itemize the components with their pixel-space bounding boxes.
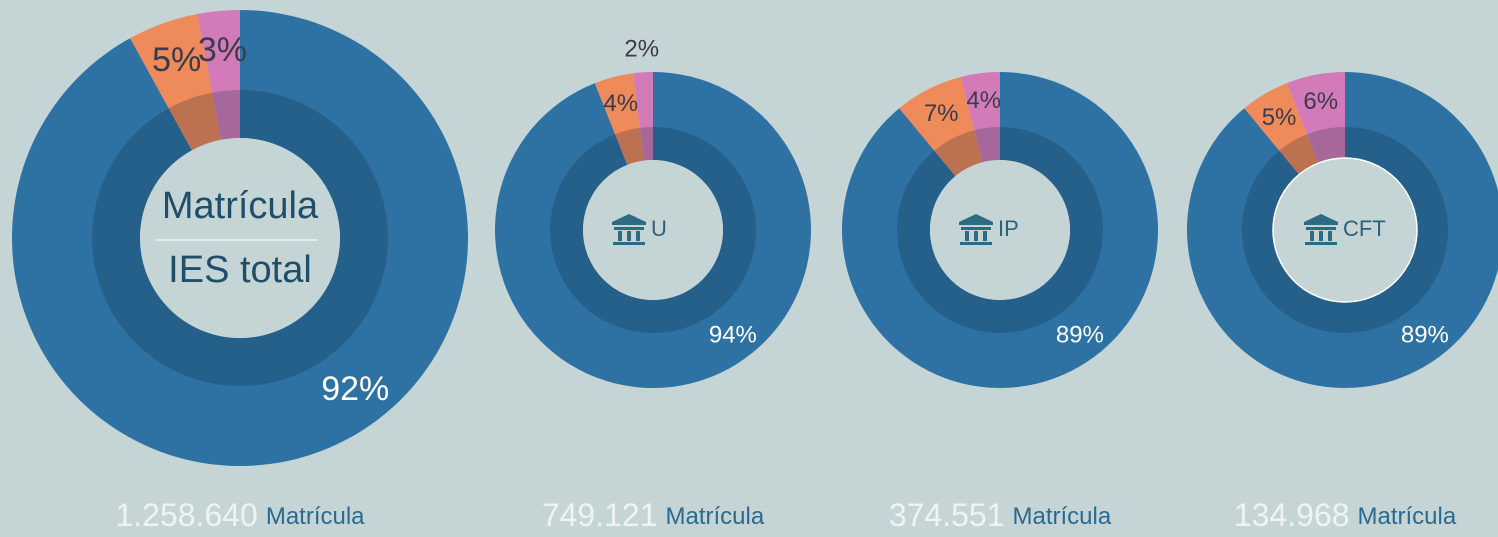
- percent-label: 5%: [152, 41, 201, 79]
- center-label: U: [651, 216, 667, 241]
- icon-column: [1328, 231, 1332, 241]
- donut-hole: [583, 160, 723, 300]
- donut-slice: [130, 14, 222, 151]
- icon-beam: [614, 227, 644, 230]
- percent-label: 92%: [321, 370, 389, 408]
- donut-slice: [594, 73, 645, 165]
- inner-ring-shade: [92, 90, 388, 386]
- icon-column: [1319, 231, 1323, 241]
- icon-column: [965, 231, 969, 241]
- center-label: IES total: [168, 249, 312, 291]
- total-line: 749.121 Matrícula: [542, 497, 765, 533]
- total-number: 1.258.640: [115, 497, 257, 533]
- icon-roof: [1304, 214, 1338, 225]
- icon-column: [983, 231, 987, 241]
- inner-ring-shade: [897, 127, 1103, 333]
- bank-icon: [612, 214, 646, 245]
- total-unit: Matrícula: [1012, 503, 1111, 530]
- total-unit: Matrícula: [266, 503, 365, 530]
- percent-label: 3%: [198, 31, 247, 69]
- center-label: CFT: [1343, 216, 1386, 241]
- total-unit: Matrícula: [665, 503, 764, 530]
- bank-icon: [959, 214, 993, 245]
- icon-column: [974, 231, 978, 241]
- icon-column: [618, 231, 622, 241]
- total-line: 374.551 Matrícula: [889, 497, 1112, 533]
- total-line: 134.968 Matrícula: [1234, 497, 1457, 533]
- donut-slice: [11, 10, 469, 466]
- donut-slice: [1286, 72, 1345, 164]
- icon-beam: [1306, 227, 1336, 230]
- inner-ring-shade: [1242, 127, 1448, 333]
- icon-column: [1310, 231, 1314, 241]
- inner-ring-shade: [550, 127, 756, 333]
- percent-label: 94%: [709, 321, 757, 348]
- icon-roof: [612, 214, 646, 225]
- percent-label: 89%: [1401, 321, 1449, 348]
- total-unit: Matrícula: [1357, 503, 1456, 530]
- donut-hole: [930, 160, 1070, 300]
- center-label: IP: [998, 216, 1019, 241]
- donut-slice: [1187, 72, 1498, 388]
- icon-column: [627, 231, 631, 241]
- percent-label: 4%: [966, 87, 1001, 114]
- donut-slice: [1244, 83, 1319, 175]
- total-number: 134.968: [1234, 497, 1350, 533]
- total-number: 749.121: [542, 497, 658, 533]
- icon-base: [1305, 242, 1337, 245]
- percent-label: 2%: [624, 36, 659, 63]
- donut-slice: [899, 76, 983, 177]
- percent-label: 89%: [1056, 321, 1104, 348]
- donut-hole: [1272, 157, 1418, 303]
- percent-label: 6%: [1303, 88, 1338, 115]
- total-number: 374.551: [889, 497, 1005, 533]
- center-label: Matrícula: [162, 185, 319, 227]
- icon-roof: [959, 214, 993, 225]
- donut-slice: [842, 72, 1158, 388]
- percent-label: 5%: [1262, 104, 1297, 131]
- percent-label: 7%: [924, 100, 959, 127]
- donut-slice: [197, 10, 240, 140]
- icon-column: [636, 231, 640, 241]
- donut-slice: [633, 72, 653, 161]
- total-line: 1.258.640 Matrícula: [115, 497, 365, 533]
- donut-slice: [960, 72, 1000, 163]
- icon-beam: [961, 227, 991, 230]
- donut-hole: [140, 138, 340, 338]
- percent-label: 4%: [603, 90, 638, 117]
- icon-base: [960, 242, 992, 245]
- icon-base: [613, 242, 645, 245]
- donut-slice: [495, 72, 812, 388]
- bank-icon: [1304, 214, 1338, 245]
